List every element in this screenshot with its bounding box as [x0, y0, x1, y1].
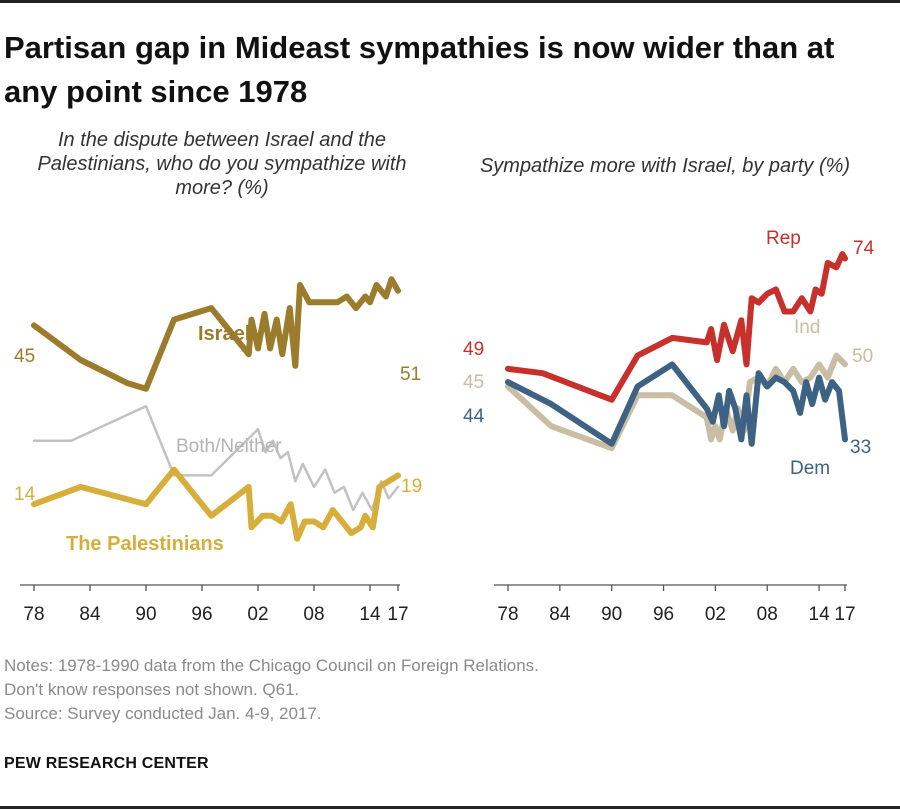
source-organization: PEW RESEARCH CENTER	[4, 755, 209, 772]
x-tick-label: 90	[601, 604, 622, 625]
start-value-label: 44	[463, 406, 485, 427]
series-label-ind: Ind	[794, 317, 820, 338]
chart-title: Partisan gap in Mideast sympathies is no…	[4, 30, 835, 109]
x-tick-label: 14	[359, 604, 381, 625]
series-label-israel: Israel	[198, 323, 250, 345]
end-value-label: 51	[400, 364, 421, 385]
start-value-label: 49	[463, 339, 484, 360]
x-tick-label: 96	[653, 604, 674, 625]
left-chart-subtitle: In the dispute between Israel and the Pa…	[37, 129, 407, 199]
x-tick-label: 17	[834, 604, 855, 625]
end-value-label: 74	[853, 238, 875, 259]
x-tick-label: 96	[191, 604, 212, 625]
x-tick-label: 02	[247, 604, 268, 625]
start-value-label: 45	[463, 372, 484, 393]
x-tick-label: 90	[135, 604, 156, 625]
notes: Notes: 1978-1990 data from the Chicago C…	[4, 654, 884, 726]
series-line-both-neither	[32, 404, 400, 512]
series-label-rep: Rep	[766, 228, 801, 249]
x-tick-label: 84	[79, 604, 101, 625]
x-tick-label: 17	[387, 604, 408, 625]
start-value-label: 14	[14, 484, 36, 505]
end-value-label: 33	[850, 437, 871, 458]
note-line: Notes: 1978-1990 data from the Chicago C…	[4, 656, 539, 675]
series-label-the-palestinians: The Palestinians	[66, 533, 224, 555]
note-line: Don't know responses not shown. Q61.	[4, 680, 300, 699]
x-tick-label: 08	[303, 604, 324, 625]
series-line-the-palestinians	[31, 466, 401, 542]
series-label-both-neither: Both/Neither	[176, 436, 282, 457]
series-line-israel	[31, 276, 401, 392]
top-rule	[0, 0, 900, 3]
end-value-label: 50	[852, 346, 873, 367]
x-tick-label: 78	[497, 604, 518, 625]
source-line: Source: Survey conducted Jan. 4-9, 2017.	[4, 704, 322, 723]
series-line-dem	[505, 361, 848, 447]
x-tick-label: 78	[23, 604, 44, 625]
series-label-dem: Dem	[790, 458, 830, 479]
series-line-rep	[505, 251, 848, 403]
x-tick-label: 84	[549, 604, 571, 625]
x-tick-label: 08	[757, 604, 778, 625]
bottom-rule	[0, 806, 900, 809]
x-tick-label: 02	[705, 604, 726, 625]
start-value-label: 45	[14, 346, 35, 367]
x-tick-label: 14	[809, 604, 831, 625]
right-chart-subtitle: Sympathize more with Israel, by party (%…	[479, 155, 851, 177]
end-value-label: 19	[401, 476, 422, 497]
